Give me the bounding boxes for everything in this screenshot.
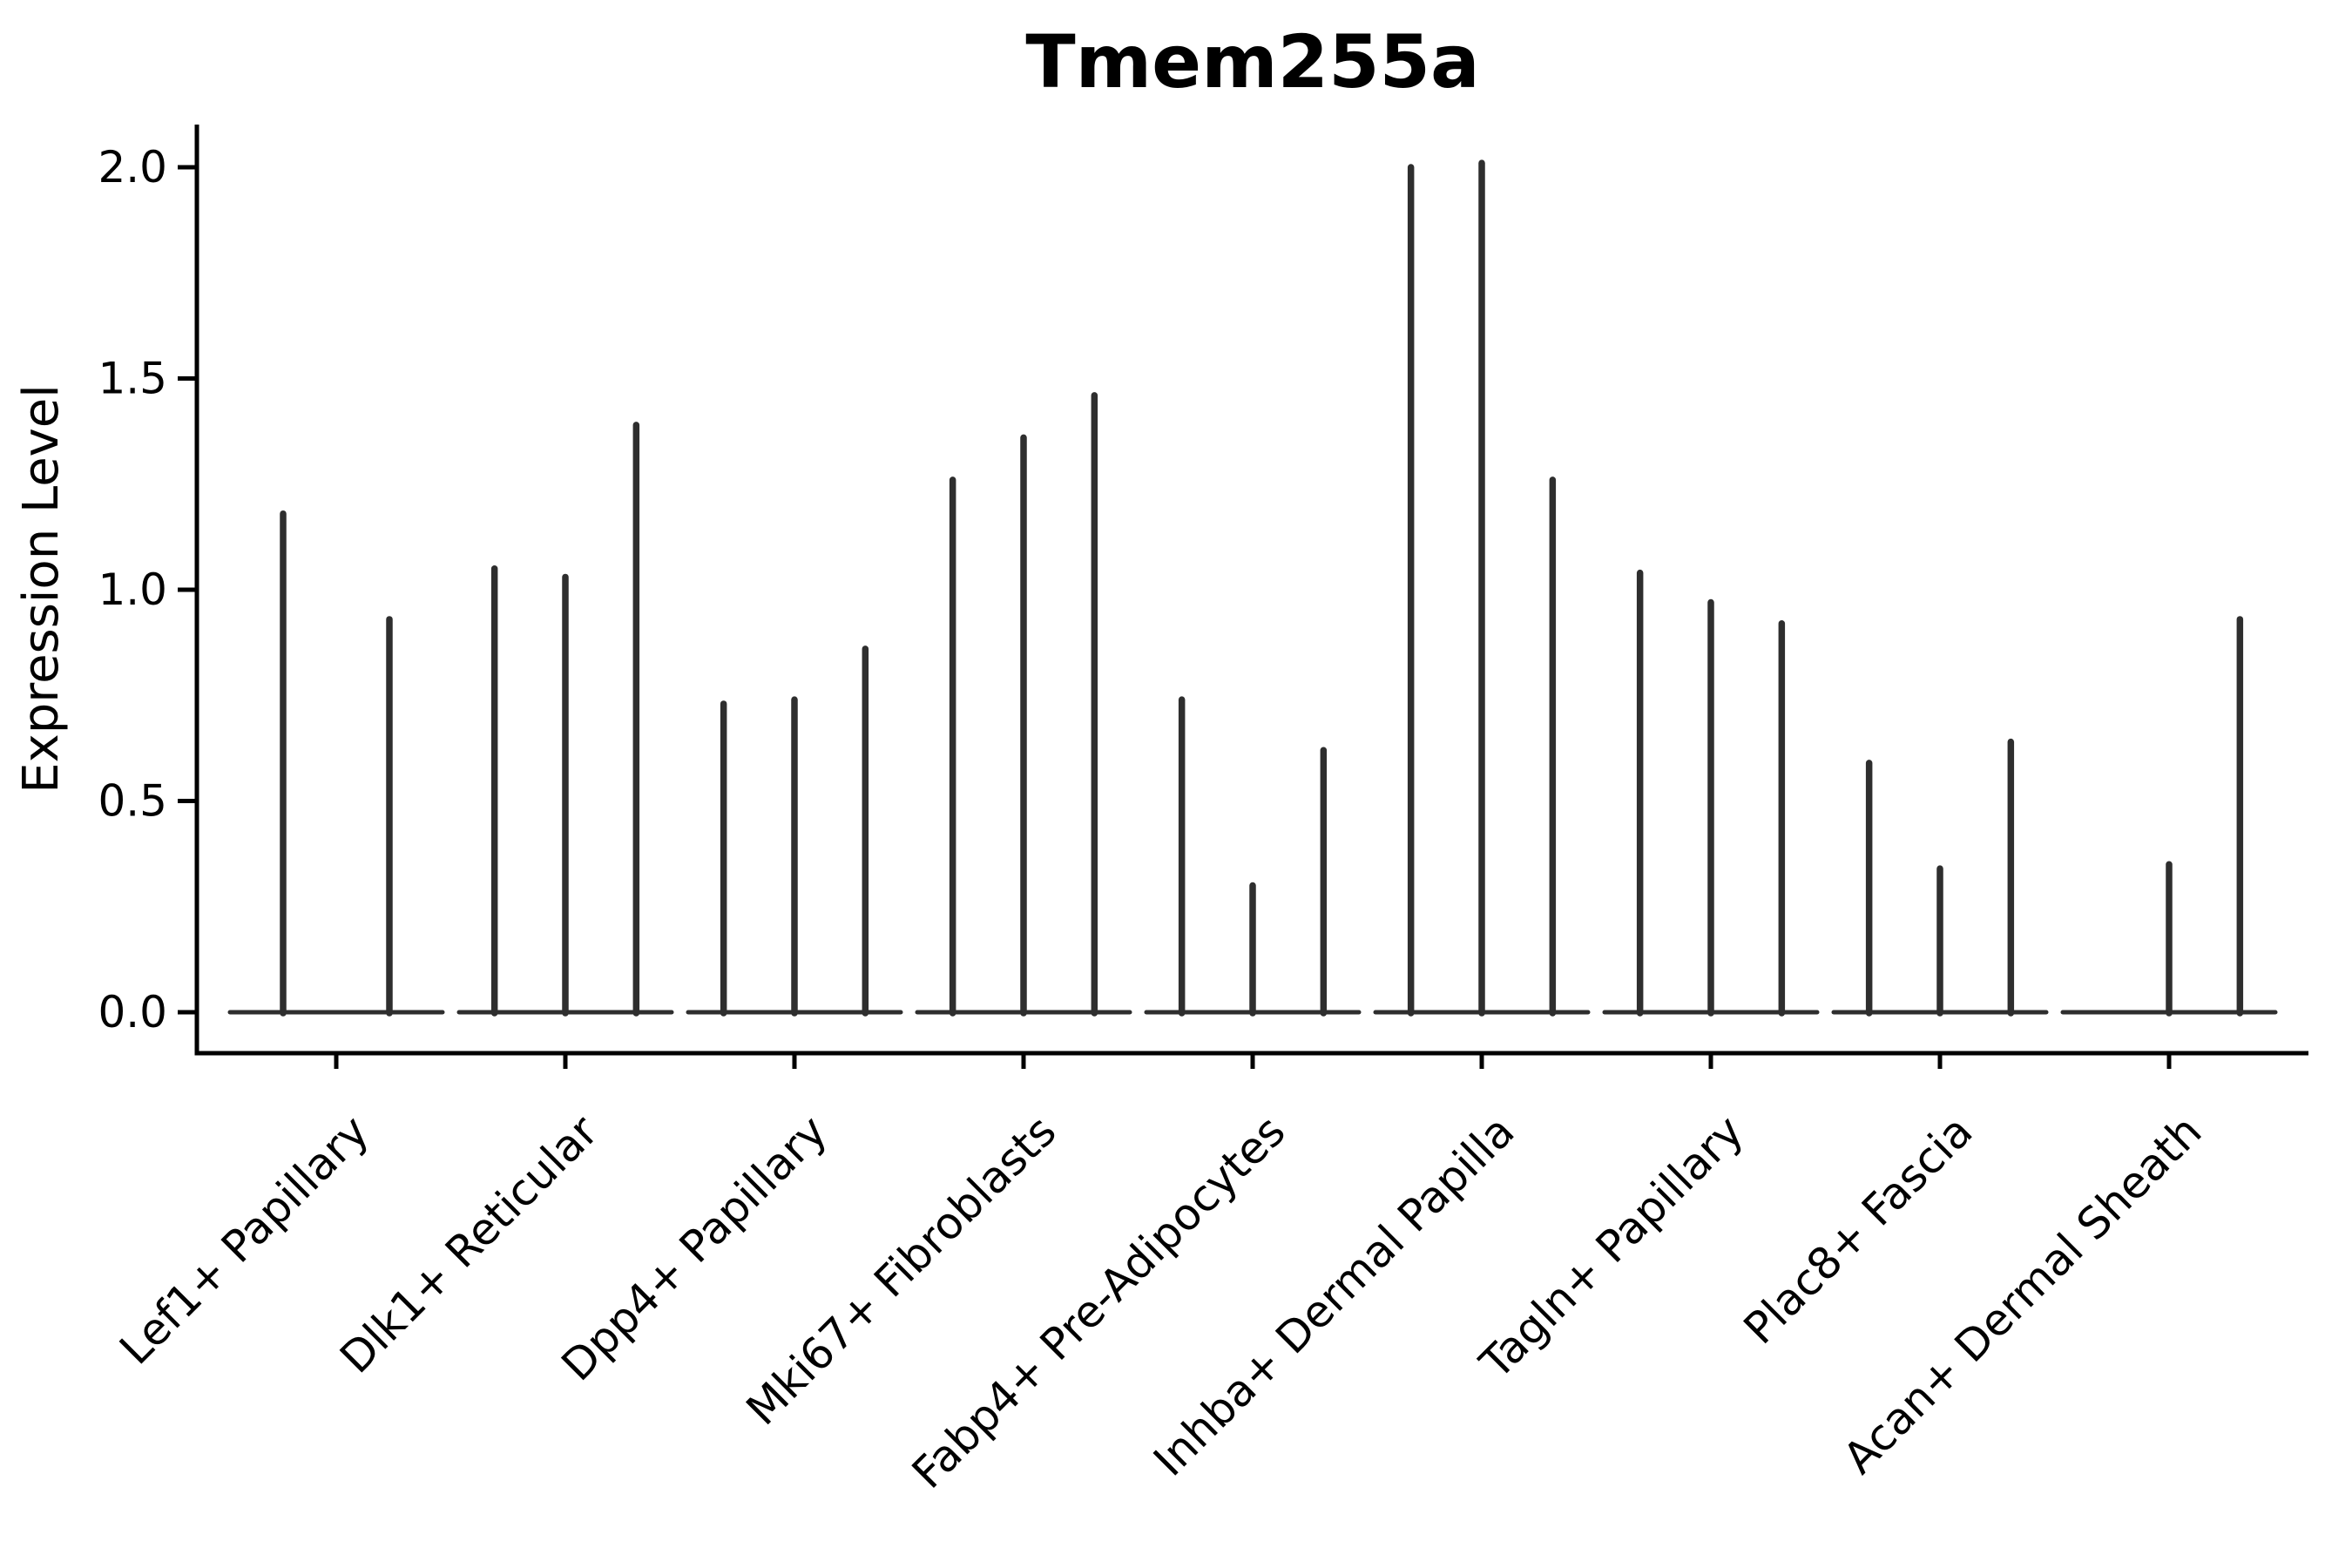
x-tick-label: Lef1+ Papillary bbox=[110, 1105, 378, 1374]
y-axis-label: Expression Level bbox=[13, 384, 70, 794]
y-tick-label: 0.5 bbox=[98, 776, 167, 827]
y-tick-label: 1.0 bbox=[98, 564, 167, 615]
violins bbox=[227, 159, 2278, 1017]
y-tick-label: 0.0 bbox=[98, 987, 167, 1037]
chart-title: Tmem255a bbox=[1025, 19, 1479, 105]
y-tick-label: 2.0 bbox=[98, 142, 167, 193]
y-ticks: 0.0 0.5 1.0 1.5 2.0 bbox=[98, 142, 198, 1037]
y-tick-label: 1.5 bbox=[98, 354, 167, 404]
x-tick-label: Plac8+ Fascia bbox=[1734, 1105, 1983, 1354]
x-tick-label: Fabp4+ Pre-Adipocytes bbox=[902, 1105, 1295, 1498]
